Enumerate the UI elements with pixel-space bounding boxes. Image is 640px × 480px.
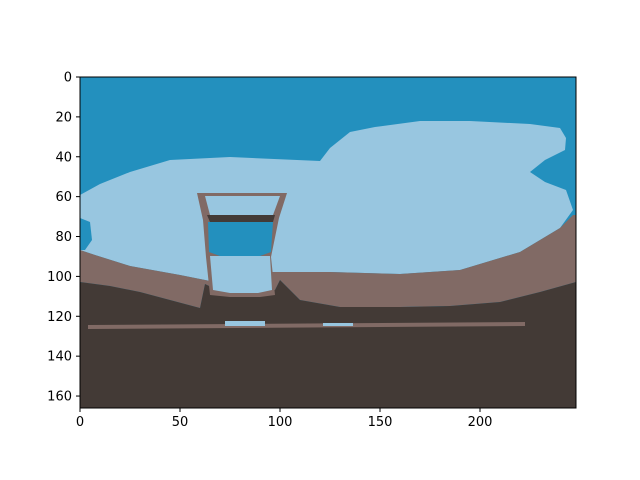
region-dark-brown bbox=[80, 280, 576, 408]
table-highlight-left bbox=[225, 321, 265, 326]
y-tick-label: 120 bbox=[47, 310, 72, 325]
y-tick-label: 140 bbox=[47, 350, 72, 365]
y-tick-label: 160 bbox=[47, 390, 72, 405]
table-highlight-right bbox=[323, 323, 353, 326]
y-tick-label: 100 bbox=[47, 270, 72, 285]
x-axis-ticks: 0 50 100 150 200 bbox=[76, 408, 493, 430]
glass-water bbox=[208, 222, 273, 256]
x-tick-label: 200 bbox=[468, 415, 493, 430]
y-axis-ticks: 0 20 40 60 80 100 120 140 160 bbox=[47, 71, 80, 405]
axes-frame bbox=[79, 76, 577, 409]
x-tick-label: 100 bbox=[268, 415, 293, 430]
region-light-blue bbox=[80, 121, 573, 283]
region-deep-blue-left-patch bbox=[80, 218, 92, 250]
x-tick-label: 150 bbox=[368, 415, 393, 430]
x-tick-label: 50 bbox=[172, 415, 189, 430]
glass-interior-light bbox=[205, 196, 280, 215]
glass-lower-light bbox=[210, 256, 272, 293]
y-tick-label: 20 bbox=[55, 110, 72, 125]
y-tick-label: 60 bbox=[55, 190, 72, 205]
y-tick-label: 40 bbox=[55, 150, 72, 165]
y-tick-label: 80 bbox=[55, 230, 72, 245]
x-tick-label: 0 bbox=[76, 415, 84, 430]
image-plot-area bbox=[80, 77, 576, 408]
table-edge-line bbox=[88, 322, 525, 329]
y-tick-label: 0 bbox=[64, 71, 72, 86]
region-taupe bbox=[80, 215, 576, 308]
glass-rim bbox=[207, 215, 275, 222]
